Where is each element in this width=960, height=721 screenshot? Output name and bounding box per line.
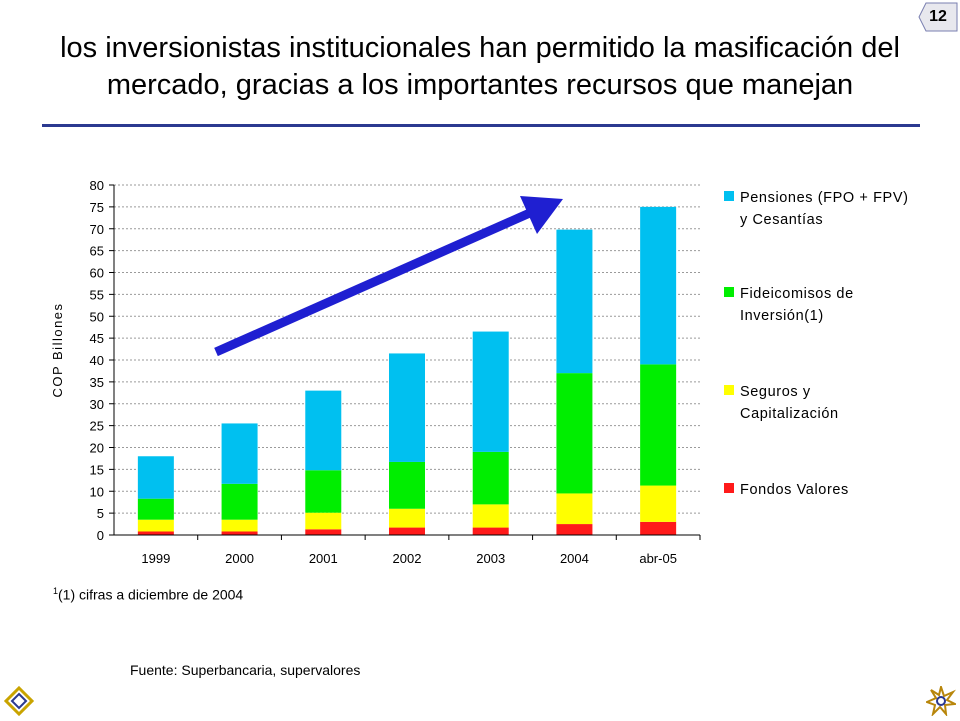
legend-swatch	[724, 483, 734, 493]
bar-segment	[137, 456, 174, 499]
footnote-text: (1) cifras a diciembre de 2004	[58, 586, 244, 603]
x-tick-label: 1999	[141, 551, 170, 566]
y-tick-label: 25	[90, 419, 104, 434]
bar-segment	[305, 470, 342, 513]
y-axis-ticks: 0 5 10 15 20 25 30 35 40 45 50 55 60 65 70 75 80	[90, 178, 114, 543]
y-tick-label: 60	[90, 266, 104, 281]
legend-swatch	[724, 287, 734, 297]
y-tick-label: 10	[90, 484, 104, 499]
y-tick-label: 20	[90, 441, 104, 456]
page-number: 12	[929, 8, 947, 25]
chart-bars	[137, 206, 677, 535]
x-tick-label: 2003	[476, 551, 505, 566]
slide-title-line-2: mercado, gracias a los importantes recur…	[106, 69, 854, 101]
bar-segment	[556, 524, 593, 535]
bar-segment	[472, 527, 509, 535]
legend-label: Fondos Valores	[740, 482, 849, 498]
bar-segment	[389, 527, 425, 535]
bar-segment	[389, 508, 425, 528]
bar-segment	[221, 519, 258, 532]
footnote: 1(1) cifras a diciembre de 2004	[53, 586, 243, 603]
growth-arrow	[214, 196, 563, 357]
bar-segment	[389, 353, 425, 462]
y-axis-label: COP Billones	[50, 302, 65, 397]
slide-title-line-1: los inversionistas institucionales han p…	[60, 32, 900, 64]
x-tick-label: 2000	[225, 551, 254, 566]
bar-segment	[305, 529, 342, 535]
bar-segment	[305, 512, 342, 530]
bar-segment	[640, 364, 677, 486]
bar-segment	[221, 483, 258, 520]
y-tick-label: 40	[90, 353, 104, 368]
bar-segment	[221, 423, 258, 484]
slide-title: los inversionistas institucionales han p…	[10, 30, 950, 104]
growth-arrow-head	[520, 196, 563, 234]
y-tick-label: 50	[90, 309, 104, 324]
source-note: Fuente: Superbancaria, supervalores	[130, 662, 361, 678]
star-burst-logo-icon	[924, 683, 959, 721]
footnote-mark: 1	[53, 586, 59, 596]
bar-segment	[640, 206, 677, 365]
legend-label: Capitalización	[740, 406, 839, 422]
y-tick-label: 15	[90, 462, 104, 477]
bar-segment	[472, 504, 509, 528]
title-underline	[42, 124, 920, 127]
x-tick-label: abr-05	[639, 551, 677, 566]
x-tick-label: 2002	[393, 551, 422, 566]
legend-label: Inversión(1)	[740, 308, 824, 324]
bar-segment	[221, 531, 258, 535]
y-tick-label: 55	[90, 287, 104, 302]
y-tick-label: 65	[90, 244, 104, 259]
x-tick-label: 2004	[560, 551, 589, 566]
bar-segment	[556, 229, 593, 374]
y-tick-label: 70	[90, 222, 104, 237]
bar-segment	[137, 519, 174, 532]
y-tick-label: 35	[90, 375, 104, 390]
bar-segment	[556, 493, 593, 525]
legend-label: Seguros y	[740, 384, 811, 400]
bar-segment	[640, 485, 677, 522]
legend-label: y Cesantías	[740, 212, 823, 228]
y-tick-label: 45	[90, 331, 104, 346]
bar-segment	[472, 331, 509, 452]
chart-legend: Pensiones (FPO + FPV) y Cesantías Fideicom…	[724, 190, 909, 498]
page-number-tab-shape	[918, 2, 958, 32]
diamond-logo-icon	[3, 685, 35, 721]
bar-segment	[137, 498, 174, 520]
y-tick-label: 0	[97, 528, 104, 543]
legend-swatch	[724, 385, 734, 395]
growth-arrow-shaft	[214, 207, 534, 357]
x-axis-ticks: 1999 2000 2001 2002 2003 2004 abr-05	[141, 535, 701, 566]
y-tick-label: 80	[90, 178, 104, 193]
legend-label: Fideicomisos de	[740, 286, 854, 302]
y-tick-label: 5	[97, 506, 104, 521]
bar-segment	[556, 373, 593, 494]
page-number-badge: 12	[918, 2, 958, 32]
y-tick-label: 30	[90, 397, 104, 412]
bar-segment	[305, 390, 342, 471]
bar-segment	[137, 531, 174, 535]
bar-segment	[640, 521, 677, 535]
x-tick-label: 2001	[309, 551, 338, 566]
bar-segment	[472, 451, 509, 505]
bar-segment	[389, 461, 425, 509]
y-tick-label: 75	[90, 200, 104, 215]
legend-label: Pensiones (FPO + FPV)	[740, 190, 909, 206]
legend-swatch	[724, 191, 734, 201]
